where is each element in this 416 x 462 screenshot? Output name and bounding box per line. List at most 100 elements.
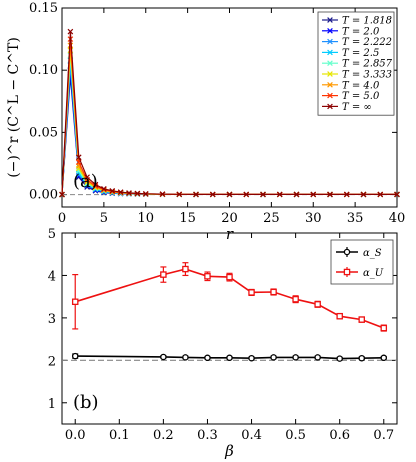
data-point: [270, 288, 277, 296]
panel-b-xtick-label: 0.7: [373, 428, 394, 443]
legend-entry: T = 2.0: [342, 26, 380, 37]
data-point: [377, 191, 384, 198]
panel-b-xtick-label: 0.4: [241, 428, 262, 443]
data-point: [176, 191, 183, 198]
panel-a-label: (a): [73, 171, 98, 192]
data-point: [101, 186, 107, 192]
legend-swatch-marker: [327, 38, 333, 45]
data-point: [394, 191, 400, 198]
legend-entry: T = 2.222: [342, 37, 392, 48]
data-point: [226, 354, 233, 362]
panel-a-xtick-label: 40: [389, 211, 406, 226]
series-line: [74, 268, 385, 329]
data-point: [343, 191, 350, 198]
data-point: [84, 174, 90, 180]
panel-b-xtick-label: 0.5: [285, 428, 306, 443]
legend-swatch-marker: [327, 71, 333, 77]
panel-a: 0 5 10 15 20 25 30 35 400.000.050.100.15 (−)^r (…: [6, 1, 405, 243]
series-1: [71, 262, 388, 332]
data-point: [380, 324, 388, 332]
panel-a-ticks: 0 5 10 15 20 25 30 35 40 0.00 0.05 0.10 0.15: [29, 1, 405, 226]
legend-entry: α_S: [363, 248, 382, 259]
data-point: [160, 271, 167, 278]
panel-b-legend: α_S α_U: [330, 239, 394, 285]
panel-b-xlabel: β: [224, 442, 234, 460]
legend-entry: T = 2.5: [342, 48, 379, 59]
series-line: [75, 355, 384, 360]
data-point: [204, 273, 211, 280]
panel-a-ytick-label: 0.15: [29, 1, 58, 16]
data-point: [59, 191, 65, 198]
panel-b-ytick-label: 5: [48, 227, 56, 242]
legend-swatch-marker: [327, 103, 333, 110]
data-point: [260, 191, 266, 198]
panel-b-xtick-label: 0.3: [197, 428, 218, 443]
data-point: [248, 354, 255, 362]
data-point: [358, 354, 365, 362]
panel-b-ytick-label: 4: [48, 269, 56, 284]
series-8: [59, 28, 400, 198]
series-0: [71, 352, 388, 362]
data-point: [134, 190, 141, 197]
legend-entry: T = 1.818: [342, 16, 392, 27]
panel-b-ytick-label: 3: [48, 312, 56, 327]
legend-swatch-marker: [327, 60, 333, 67]
panel-a-ytick-label: 0.05: [29, 125, 58, 140]
data-point: [92, 183, 99, 189]
panel-b-frame: [61, 232, 398, 425]
panel-a-xtick-label: 5: [100, 211, 108, 226]
data-point: [336, 355, 343, 362]
data-point: [292, 354, 299, 361]
legend-entry: T = 3.333: [342, 70, 392, 81]
data-point: [71, 298, 79, 306]
data-point: [248, 289, 255, 296]
panel-a-xtick-label: 20: [221, 211, 238, 226]
data-point: [209, 191, 216, 198]
legend-swatch-marker: [343, 268, 351, 276]
legend-entry: α_U: [363, 268, 384, 279]
legend-swatch-marker: [343, 248, 351, 256]
panel-a-xtick-label: 35: [347, 211, 364, 226]
panel-b-xtick-label: 0.2: [153, 428, 174, 443]
data-point: [160, 353, 167, 361]
legend-entry: T = 5.0: [342, 91, 380, 102]
legend-swatch-marker: [327, 27, 333, 34]
data-point: [327, 191, 333, 198]
data-point: [314, 301, 321, 308]
panel-b-series: [71, 262, 388, 362]
panel-a-xlabel: r: [226, 225, 234, 243]
data-point: [109, 188, 116, 194]
data-point: [75, 154, 82, 161]
data-point: [182, 265, 189, 273]
panel-b-xtick-label: 0.0: [65, 428, 86, 443]
panel-b-xtick-label: 0.1: [109, 428, 130, 443]
panel-a-xtick-label: 0: [58, 211, 66, 226]
data-point: [243, 191, 250, 198]
data-point: [67, 28, 74, 35]
panel-b-label: (b): [73, 392, 99, 413]
panel-a-ytick-label: 0.00: [29, 188, 58, 203]
data-point: [204, 354, 211, 362]
panel-b-ytick-label: 1: [48, 397, 56, 412]
legend-entry: T = 4.0: [342, 80, 380, 91]
panel-a-xtick-label: 15: [179, 211, 196, 226]
data-point: [182, 354, 189, 361]
panel-a-ytick-label: 0.10: [29, 63, 58, 78]
panel-b-ticks: 0.0 0.1 0.2 0.3 0.4 0.5 0.6 0.7 1 2 3 4 5: [48, 227, 397, 443]
data-point: [142, 190, 149, 197]
data-point: [276, 191, 283, 198]
legend-swatch-marker: [327, 49, 333, 56]
legend-entry: T = 2.857: [342, 59, 393, 70]
panel-b-ytick-label: 2: [48, 354, 56, 369]
data-point: [117, 189, 124, 195]
data-point: [336, 312, 343, 320]
panel-a-series: [59, 28, 400, 198]
data-point: [71, 352, 79, 360]
legend-swatch-marker: [327, 81, 333, 88]
legend-swatch-marker: [327, 92, 333, 99]
legend-swatch-marker: [327, 17, 333, 23]
legend-entry: T = ∞: [342, 102, 372, 113]
